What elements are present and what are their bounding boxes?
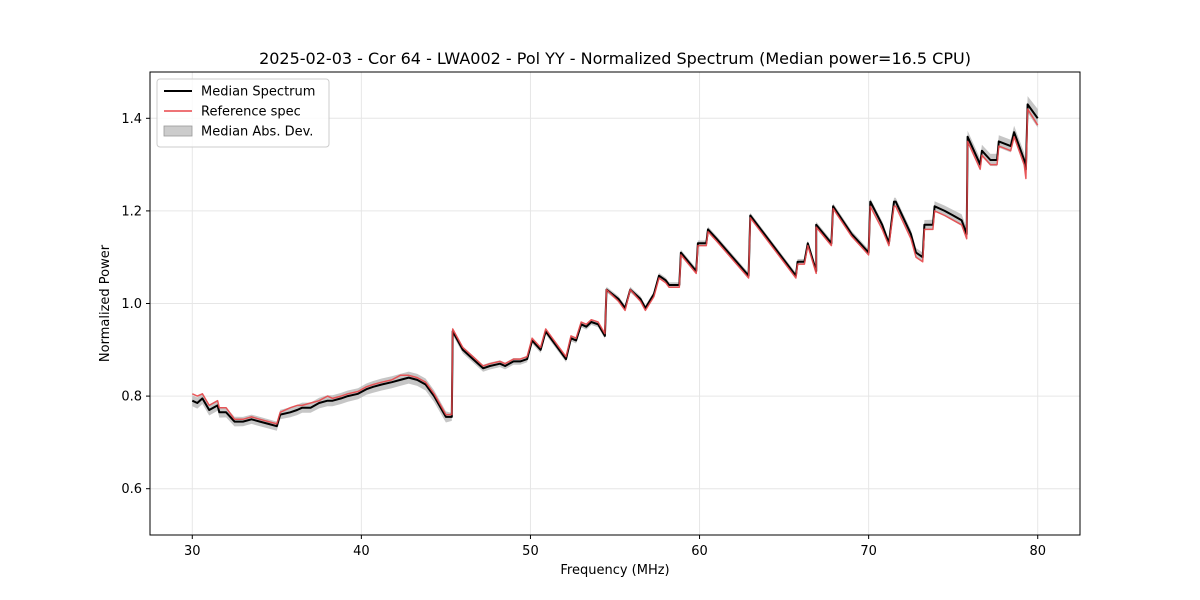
chart-title: 2025-02-03 - Cor 64 - LWA002 - Pol YY - … bbox=[259, 49, 971, 68]
legend: Median Spectrum Reference spec Median Ab… bbox=[156, 78, 330, 148]
y-axis-label: Normalized Power bbox=[98, 244, 113, 362]
axis-ticks: 30 40 50 60 70 80 0.6 0.8 1.0 1.2 1.4 bbox=[121, 112, 1046, 559]
y-tick-label: 1.4 bbox=[121, 112, 142, 127]
plot-area bbox=[191, 96, 1039, 431]
x-tick-label: 80 bbox=[1029, 544, 1046, 559]
y-tick-label: 1.2 bbox=[121, 204, 142, 219]
x-tick-label: 50 bbox=[522, 544, 539, 559]
reference-spec-line bbox=[191, 108, 1039, 425]
legend-mad-swatch bbox=[163, 125, 193, 137]
legend-mad-label: Median Abs. Dev. bbox=[201, 125, 313, 140]
x-tick-label: 60 bbox=[691, 544, 708, 559]
legend-box bbox=[156, 78, 330, 148]
legend-median-label: Median Spectrum bbox=[201, 85, 315, 100]
legend-reference-label: Reference spec bbox=[201, 105, 301, 120]
x-tick-label: 30 bbox=[184, 544, 201, 559]
x-tick-label: 70 bbox=[860, 544, 877, 559]
y-tick-label: 1.0 bbox=[121, 297, 142, 312]
y-tick-label: 0.8 bbox=[121, 390, 142, 405]
x-axis-label: Frequency (MHz) bbox=[560, 563, 669, 578]
x-tick-label: 40 bbox=[353, 544, 370, 559]
grid-lines bbox=[150, 72, 1080, 535]
y-tick-label: 0.6 bbox=[121, 482, 142, 497]
